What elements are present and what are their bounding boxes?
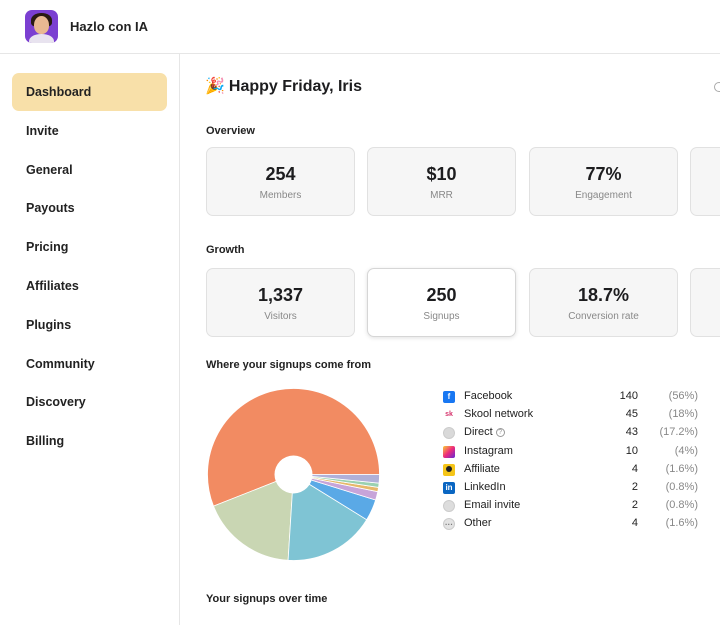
legend-source-name: Facebook [464,390,513,402]
stat-value: 18.7% [577,285,630,305]
sidebar-item-discovery[interactable]: Discovery [26,395,86,410]
skool-icon: sk [443,409,455,422]
globe-icon [443,427,455,440]
dashboard-main: 🎉 Happy Friday, Iris Overview 254 Members… [180,54,720,625]
sidebar-item-plugins[interactable]: Plugins [26,317,72,332]
legend-count: 2 [631,480,638,493]
signups-legend: f Facebook 140 (56%) sk Skool network 45 (18%) D… [443,388,705,534]
stat-label: Visitors [264,311,297,322]
stat-label: MRR [430,190,453,201]
legend-percent: (0.8%) [665,480,698,493]
help-icon[interactable]: ? [495,428,505,438]
legend-row: Email invite 2 (0.8%) [443,497,705,515]
avatar-body [29,34,54,43]
sidebar-item-community[interactable]: Community [26,356,95,371]
stat-card-mrr[interactable]: $10 MRR [367,147,516,216]
legend-count: 4 [631,462,638,475]
legend-source-name: LinkedIn [464,480,506,493]
legend-count: 43 [625,426,638,439]
legend-count: 140 [619,390,638,402]
stat-card-overflow[interactable] [690,268,720,337]
avatar-face [34,16,49,34]
linkedin-icon: in [443,481,455,494]
top-bar: Hazlo con IA [0,0,720,54]
stat-label: Members [259,190,302,201]
instagram-icon [443,445,455,458]
legend-row: Affiliate 4 (1.6%) [443,461,705,479]
greeting-text: Happy Friday, Iris [228,78,362,95]
legend-percent: (1.6%) [665,462,698,475]
pie-slice-facebook[interactable] [207,388,380,507]
stat-value: 250 [426,285,457,305]
legend-row: sk Skool network 45 (18%) [443,406,705,424]
legend-percent: (18%) [668,408,698,421]
legend-source-name: Direct? [464,426,505,438]
sidebar-item-pricing[interactable]: Pricing [26,240,69,255]
stat-label: Signups [423,311,460,322]
legend-count: 45 [625,408,638,421]
legend-count: 4 [631,517,638,530]
community-name[interactable]: Hazlo con IA [70,19,149,34]
affiliate-icon [443,463,455,476]
legend-row: ··· Other 4 (1.6%) [443,515,705,533]
stat-label: Engagement [575,190,632,201]
page-title: 🎉 Happy Friday, Iris [205,76,362,96]
overview-heading: Overview [206,125,255,137]
legend-percent: (56%) [668,390,698,402]
sidebar-item-affiliates[interactable]: Affiliates [26,278,79,293]
legend-count: 2 [631,499,638,512]
signups-pie-chart [206,387,381,562]
sidebar-item-general[interactable]: General [26,162,73,177]
more-icon: ··· [443,518,455,531]
signups-source-heading: Where your signups come from [206,359,372,371]
legend-source-name: Other [464,517,492,530]
stat-card-signups[interactable]: 250 Signups [367,268,516,337]
sidebar-item-billing[interactable]: Billing [26,434,65,449]
sidebar-item-dashboard[interactable]: Dashboard [12,73,167,111]
stat-card-engagement[interactable]: 77% Engagement [529,147,678,216]
stat-value: 254 [265,164,296,184]
stat-label: Conversion rate [568,311,639,322]
pie-slice-other[interactable] [293,474,380,484]
stat-card-visitors[interactable]: 1,337 Visitors [206,268,355,337]
sidebar-item-invite[interactable]: Invite [26,123,59,138]
legend-row: Direct? 43 (17.2%) [443,424,705,442]
growth-heading: Growth [206,244,245,256]
stat-value: $10 [426,164,457,184]
pie-slice-direct[interactable] [287,473,368,561]
legend-count: 10 [625,444,638,457]
link-icon[interactable] [714,82,720,92]
stat-value: 1,337 [257,285,304,305]
legend-percent: (1.6%) [665,517,698,530]
legend-source-name: Email invite [464,499,521,512]
legend-row: Instagram 10 (4%) [443,443,705,461]
stat-card-overflow[interactable] [690,147,720,216]
community-avatar[interactable] [25,10,58,43]
legend-percent: (4%) [674,444,698,457]
legend-row: f Facebook 140 (56%) [443,388,705,406]
pie-slice-skool-network[interactable] [213,473,294,561]
legend-percent: (17.2%) [659,426,698,439]
stat-value: 77% [585,164,622,184]
signups-time-heading: Your signups over time [206,593,328,605]
email-icon [443,500,455,513]
sidebar-item-payouts[interactable]: Payouts [26,201,75,216]
legend-source-name: Affiliate [464,462,500,475]
facebook-icon: f [443,391,455,403]
stat-card-conversion-rate[interactable]: 18.7% Conversion rate [529,268,678,337]
legend-source-name: Skool network [464,408,534,421]
legend-percent: (0.8%) [665,499,698,512]
stat-card-members[interactable]: 254 Members [206,147,355,216]
legend-source-name: Instagram [464,444,513,457]
pie-center-hole [274,455,313,494]
party-icon: 🎉 [205,78,225,95]
legend-row: in LinkedIn 2 (0.8%) [443,479,705,497]
pie-svg [207,388,380,561]
settings-sidebar: Dashboard Invite General Payouts Pricing… [0,54,180,625]
